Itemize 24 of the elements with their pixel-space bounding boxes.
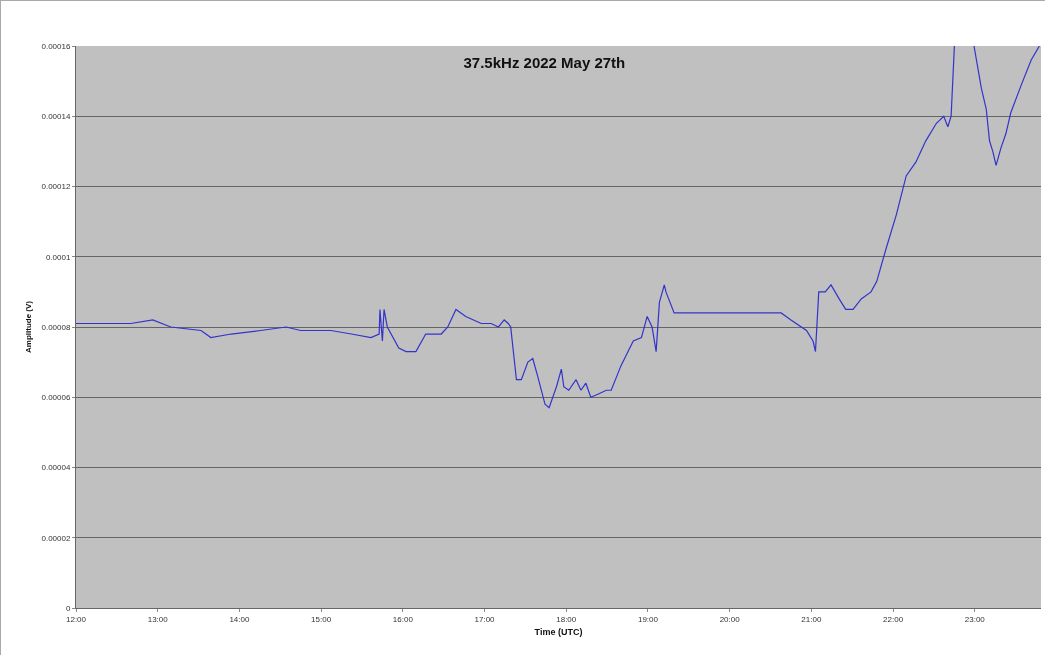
y-axis-title: Amplitude (V) <box>24 300 34 353</box>
x-tick-label: 15:00 <box>311 614 332 624</box>
x-tick-label: 20:00 <box>719 614 741 624</box>
x-tick-label: 23:00 <box>964 614 986 624</box>
x-tick-label: 22:00 <box>883 614 904 624</box>
y-tick-label: 0.00012 <box>41 182 71 192</box>
x-tick-label: 17:00 <box>474 614 496 624</box>
x-tick-label: 16:00 <box>392 614 414 624</box>
x-tick-label: 21:00 <box>801 614 822 624</box>
y-tick-label: 0.00006 <box>41 393 71 403</box>
x-tick-label: 12:00 <box>65 614 87 624</box>
x-axis-title: Time (UTC) <box>534 627 583 638</box>
y-tick-label: 0.00004 <box>41 463 71 473</box>
y-tick-label: 0 <box>65 603 71 613</box>
x-tick-label: 13:00 <box>147 614 169 624</box>
y-tick-label: 0.00016 <box>41 41 71 51</box>
x-tick-label: 18:00 <box>556 614 577 624</box>
y-tick-label: 0.00014 <box>41 112 71 122</box>
y-tick-label: 0.0001 <box>45 252 71 262</box>
text: 37.5kHz 2022 May 27th <box>463 54 626 72</box>
x-tick-label: 19:00 <box>637 614 659 624</box>
y-tick-label: 0.00002 <box>41 533 71 543</box>
x-tick-label: 14:00 <box>229 614 250 624</box>
y-tick-label: 0.00008 <box>41 322 71 332</box>
